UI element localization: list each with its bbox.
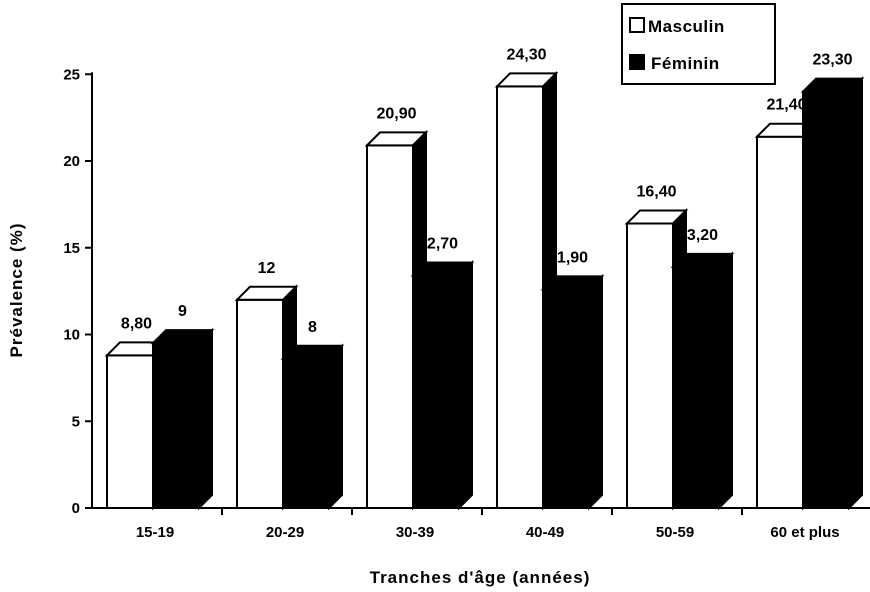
y-tick-label-0: 0 (72, 500, 80, 517)
y-tick-label-15: 15 (63, 240, 80, 257)
data-label-feminin-15-19: 9 (178, 303, 187, 320)
x-tick-label-15-19: 15-19 (136, 524, 174, 541)
x-tick-label-50-59: 50-59 (656, 524, 694, 541)
x-tick-label-60-et-plus: 60 et plus (770, 524, 839, 541)
data-label-feminin-50-59: 3,20 (687, 227, 718, 244)
data-label-feminin-30-39: 2,70 (427, 236, 458, 253)
data-label-masculin-50-59: 16,40 (636, 183, 676, 200)
bar-feminin-40-49 (540, 273, 605, 511)
data-label-masculin-40-49: 24,30 (506, 46, 546, 63)
data-label-masculin-15-19: 8,80 (121, 315, 152, 332)
y-tick-label-10: 10 (63, 327, 80, 344)
legend-label-masculin: Masculin (648, 17, 725, 36)
data-labels-layer: 8,80 9 12 8 20,90 2,70 24,30 1,90 16,40 3,20 21,40… (121, 46, 853, 335)
data-label-feminin-20-29: 8 (308, 319, 317, 336)
bar-feminin-15-19 (150, 327, 215, 511)
y-tick-label-5: 5 (72, 413, 80, 430)
axes-layer: 0 5 10 15 20 25 15-19 20-29 30-39 40-49 50-59 60 et… (63, 66, 870, 541)
y-axis-title: Prévalence (%) (7, 223, 26, 358)
legend-swatch-feminin (629, 54, 645, 70)
x-tick-label-30-39: 30-39 (396, 524, 434, 541)
data-label-feminin-60-et-plus: 23,30 (812, 52, 852, 69)
legend-swatch-masculin (629, 17, 645, 33)
legend: Masculin Féminin (621, 3, 776, 85)
y-tick-label-25: 25 (63, 66, 80, 83)
y-tick-label-20: 20 (63, 153, 80, 170)
bars-layer (104, 70, 865, 511)
data-label-masculin-60-et-plus: 21,40 (766, 97, 806, 114)
x-axis-title: Tranches d'âge (années) (370, 568, 591, 587)
legend-label-feminin: Féminin (651, 54, 720, 73)
bar-feminin-60-et-plus (800, 76, 865, 511)
data-label-masculin-20-29: 12 (258, 260, 276, 277)
data-label-feminin-40-49: 1,90 (557, 249, 588, 266)
bar-feminin-20-29 (280, 343, 345, 511)
legend-box (621, 3, 776, 85)
x-tick-label-20-29: 20-29 (266, 524, 304, 541)
bar-feminin-50-59 (670, 251, 735, 511)
data-label-masculin-30-39: 20,90 (376, 105, 416, 122)
bar-feminin-30-39 (410, 260, 475, 511)
x-tick-label-40-49: 40-49 (526, 524, 564, 541)
